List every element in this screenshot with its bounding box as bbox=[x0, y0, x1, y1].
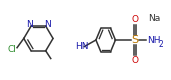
Text: Cl: Cl bbox=[7, 45, 16, 54]
Text: O: O bbox=[132, 15, 139, 24]
Text: Na: Na bbox=[148, 14, 161, 23]
Text: O: O bbox=[132, 56, 139, 65]
Text: NH: NH bbox=[147, 36, 160, 44]
Text: S: S bbox=[131, 35, 139, 45]
Text: N: N bbox=[26, 20, 32, 29]
Text: 2: 2 bbox=[158, 40, 163, 49]
Text: HN: HN bbox=[75, 42, 89, 51]
Text: N: N bbox=[44, 20, 51, 29]
